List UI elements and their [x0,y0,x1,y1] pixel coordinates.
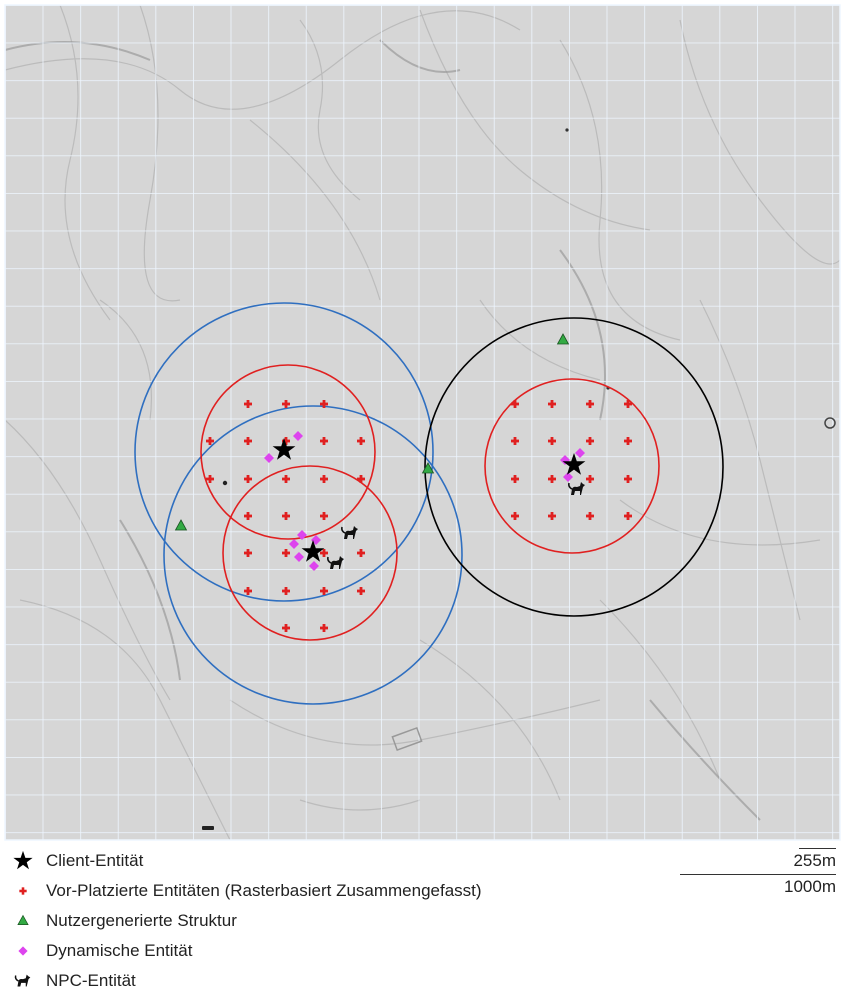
preplaced-cluster-circle-1 [200,364,376,540]
terrain-marker [222,480,228,486]
legend-label-npc: NPC-Entität [46,971,136,990]
terrain-marker [565,128,569,132]
preplaced-cluster-circle-2 [222,465,398,641]
plus-icon [19,887,27,895]
scale-line-small [799,848,836,849]
legend-item-npc: NPC-Entität [10,968,610,998]
map-view[interactable] [0,0,848,845]
preplaced-cluster-circle-3 [484,378,660,554]
scale-line-large [680,874,836,875]
client-range-circle-2 [163,405,463,705]
client-range-circle-1 [134,302,434,602]
legend-label-structure: Nutzergenerierte Struktur [46,911,237,930]
legend-item-client: Client-Entität [10,848,610,878]
map-grid [5,5,840,840]
terrain-marker [202,826,214,830]
legend-item-dynamic: Dynamische Entität [10,938,610,968]
diamond-icon [18,946,28,956]
legend-label-client: Client-Entität [46,851,144,870]
wolf-icon [14,974,31,987]
client-range-circle-3 [424,317,724,617]
legend-label-dynamic: Dynamische Entität [46,941,193,960]
triangle-icon [17,914,29,926]
legend-item-preplaced: Vor-Platzierte Entitäten (Rasterbasiert … [10,878,610,908]
map-canvas[interactable] [0,0,848,845]
map-edge-marker [824,417,836,429]
scale-bar: 255m 1000m [680,848,840,898]
scale-label-large: 1000m [784,877,836,896]
legend-label-preplaced: Vor-Platzierte Entitäten (Rasterbasiert … [46,881,482,900]
scale-label-small: 255m [793,851,836,870]
map-legend: Client-Entität Vor-Platzierte Entitäten … [10,848,610,998]
terrain-structure [391,727,423,751]
star-icon [13,850,33,870]
legend-item-structure: Nutzergenerierte Struktur [10,908,610,938]
